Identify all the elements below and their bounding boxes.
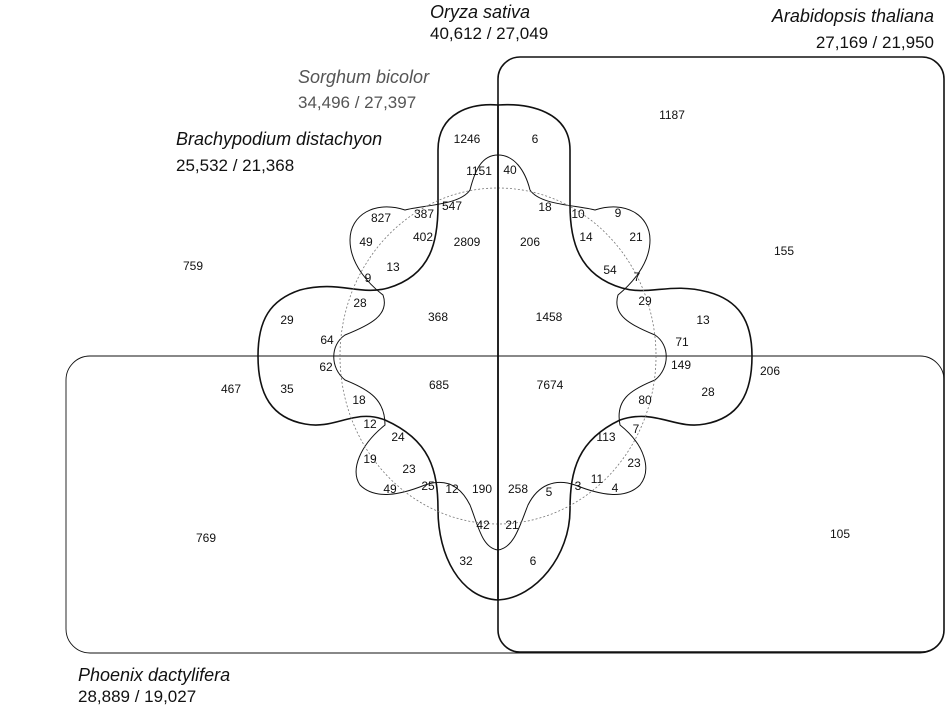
region-count: 1151 bbox=[466, 164, 492, 178]
region-count: 40 bbox=[503, 163, 517, 177]
region-count: 7 bbox=[634, 270, 641, 284]
region-count: 105 bbox=[830, 527, 850, 541]
region-count: 206 bbox=[760, 364, 780, 378]
region-count: 18 bbox=[352, 393, 366, 407]
region-count: 7 bbox=[633, 422, 640, 436]
region-count: 12 bbox=[445, 482, 459, 496]
region-count: 18 bbox=[538, 200, 552, 214]
region-count: 827 bbox=[371, 211, 391, 225]
region-count: 29 bbox=[638, 294, 652, 308]
label-phoenix-count: 28,889 / 19,027 bbox=[78, 687, 196, 706]
region-count: 1246 bbox=[454, 132, 481, 146]
region-count: 5 bbox=[546, 485, 553, 499]
region-count: 54 bbox=[603, 263, 617, 277]
region-count: 80 bbox=[638, 393, 652, 407]
region-count: 155 bbox=[774, 244, 794, 258]
region-count: 387 bbox=[414, 207, 434, 221]
region-count: 23 bbox=[402, 462, 416, 476]
region-count: 28 bbox=[353, 296, 367, 310]
region-count: 25 bbox=[421, 479, 435, 493]
label-arabidopsis-count: 27,169 / 21,950 bbox=[816, 33, 934, 52]
region-count: 10 bbox=[571, 207, 585, 221]
region-count: 42 bbox=[476, 518, 490, 532]
region-count: 35 bbox=[280, 382, 294, 396]
region-count: 24 bbox=[391, 430, 405, 444]
region-count: 19 bbox=[363, 452, 377, 466]
label-sorghum-count: 34,496 / 27,397 bbox=[298, 93, 416, 112]
region-count: 547 bbox=[442, 199, 462, 213]
region-count: 7674 bbox=[537, 378, 564, 392]
region-count: 6 bbox=[530, 554, 537, 568]
region-count: 13 bbox=[696, 313, 710, 327]
region-count: 13 bbox=[386, 260, 400, 274]
region-count: 71 bbox=[675, 335, 689, 349]
region-count: 759 bbox=[183, 259, 203, 273]
region-count: 467 bbox=[221, 382, 241, 396]
region-count: 402 bbox=[413, 230, 433, 244]
label-oryza-name: Oryza sativa bbox=[430, 2, 530, 22]
region-count: 9 bbox=[615, 206, 622, 220]
set-phoenix-boundary bbox=[65, 355, 945, 654]
region-count: 49 bbox=[383, 482, 397, 496]
set-arabidopsis-boundary bbox=[497, 56, 945, 653]
label-phoenix-name: Phoenix dactylifera bbox=[78, 665, 230, 685]
label-brachypodium-count: 25,532 / 21,368 bbox=[176, 156, 294, 175]
region-count: 32 bbox=[459, 554, 473, 568]
region-count: 21 bbox=[505, 518, 519, 532]
region-count: 190 bbox=[472, 482, 492, 496]
region-count: 113 bbox=[596, 430, 615, 444]
region-count: 62 bbox=[319, 360, 333, 374]
label-arabidopsis-name: Arabidopsis thaliana bbox=[771, 6, 934, 26]
region-count: 368 bbox=[428, 310, 448, 324]
region-count: 685 bbox=[429, 378, 449, 392]
region-count: 1187 bbox=[659, 108, 685, 122]
label-brachypodium-name: Brachypodium distachyon bbox=[176, 129, 382, 149]
label-sorghum-name: Sorghum bicolor bbox=[298, 67, 430, 87]
region-count: 14 bbox=[579, 230, 593, 244]
region-count: 9 bbox=[365, 271, 372, 285]
region-count: 1458 bbox=[536, 310, 563, 324]
region-count: 49 bbox=[359, 235, 373, 249]
set-brachypodium-boundary bbox=[339, 187, 657, 525]
region-count: 258 bbox=[508, 482, 528, 496]
region-count: 4 bbox=[612, 481, 619, 495]
region-count: 23 bbox=[627, 456, 641, 470]
region-count: 206 bbox=[520, 235, 540, 249]
region-count: 2809 bbox=[454, 235, 481, 249]
region-count: 3 bbox=[575, 479, 582, 493]
region-count: 29 bbox=[280, 313, 294, 327]
region-count: 64 bbox=[320, 333, 334, 347]
region-count: 149 bbox=[671, 358, 691, 372]
label-oryza-count: 40,612 / 27,049 bbox=[430, 24, 548, 43]
region-count: 12 bbox=[363, 417, 377, 431]
region-count: 11 bbox=[591, 472, 604, 486]
region-count: 28 bbox=[701, 385, 715, 399]
region-count: 6 bbox=[532, 132, 539, 146]
region-count: 769 bbox=[196, 531, 216, 545]
region-count: 21 bbox=[629, 230, 643, 244]
